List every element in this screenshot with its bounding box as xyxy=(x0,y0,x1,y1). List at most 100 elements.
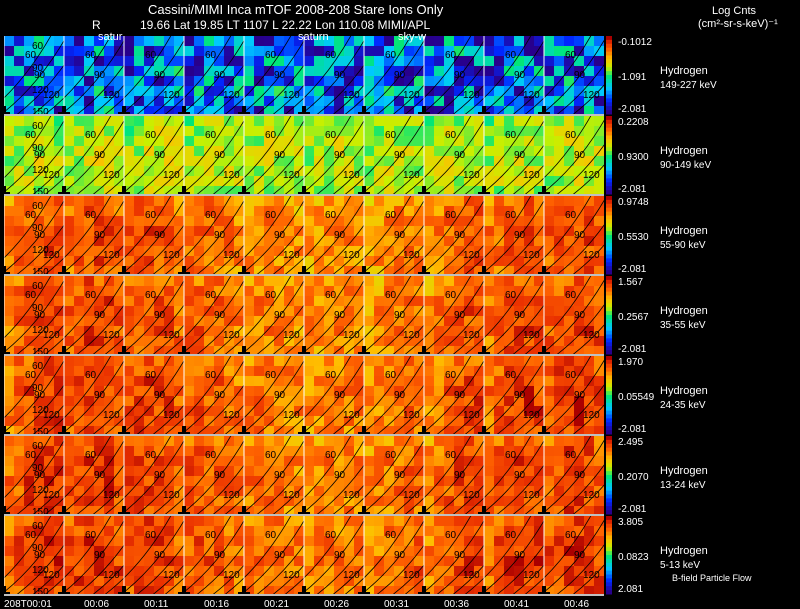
colorbar-4 xyxy=(606,356,612,435)
pitch-contour-label: 90 xyxy=(394,230,406,241)
cross-marker xyxy=(542,346,546,354)
pitch-contour-label: 90 xyxy=(394,310,406,321)
stare-panel-r4-c5: 60 90 120 xyxy=(284,356,400,434)
pitch-contour xyxy=(572,484,604,514)
species-label: Hydrogen xyxy=(660,305,708,317)
cross-marker xyxy=(482,106,486,114)
pitch-contour-label: 90 xyxy=(154,390,166,401)
pitch-contour-label: 60 xyxy=(85,210,97,221)
pitch-contour xyxy=(344,516,412,594)
colorbar-min: -2.081 xyxy=(618,104,647,115)
pitch-contour xyxy=(556,224,604,274)
pitch-contour xyxy=(480,116,548,194)
units-label: (cm²-sr-s-keV)⁻¹ xyxy=(698,18,778,30)
stare-panel-r3-c9: 60 90 120 xyxy=(524,276,604,354)
pitch-contour xyxy=(44,516,112,594)
pitch-contour-label: 90 xyxy=(454,310,466,321)
pitch-contour xyxy=(464,436,532,514)
pitch-contour-label: 120 xyxy=(43,570,60,581)
time-tick-label: 00:06 xyxy=(84,599,109,609)
stare-panel-r0-c9: 60 90 120 xyxy=(524,36,604,114)
pitch-contour xyxy=(524,36,592,114)
pitch-contour xyxy=(120,196,188,274)
pitch-contour xyxy=(300,36,368,114)
pitch-contour-label: 120 xyxy=(163,90,180,101)
cross-marker xyxy=(542,506,546,514)
colorbar-min: 2.081 xyxy=(618,584,643,595)
pitch-contour-label: 90 xyxy=(454,390,466,401)
pitch-contour-label: 90 xyxy=(94,70,106,81)
pitch-contour-label: 60 xyxy=(325,130,337,141)
stare-panel-r0-c3: 60 90 120 xyxy=(164,36,280,114)
pitch-contour-label: 120 xyxy=(463,570,480,581)
pitch-contour-label: 60 xyxy=(505,50,517,61)
colorbar-mid: 0.05549 xyxy=(618,392,655,403)
pitch-contour-label: 90 xyxy=(514,150,526,161)
pitch-contour xyxy=(164,116,232,194)
pitch-contour-label: 90 xyxy=(274,390,286,401)
pitch-contour xyxy=(524,356,592,434)
pitch-contour-label: 120 xyxy=(43,490,60,501)
pitch-contour-label: 90 xyxy=(154,70,166,81)
pitch-contour-label: 90 xyxy=(574,470,586,481)
stare-panel-r2-c6: 60 90 120 xyxy=(344,196,460,274)
pitch-contour-label: 60 xyxy=(325,530,337,541)
stare-panel-r5-c6: 60 90 120 xyxy=(344,436,460,514)
row-pitch-label: 120 xyxy=(32,565,49,576)
cross-marker xyxy=(4,512,10,514)
pitch-contour-label: 60 xyxy=(85,450,97,461)
cross-marker xyxy=(302,506,306,514)
pitch-contour-label: 90 xyxy=(514,550,526,561)
pitch-contour xyxy=(224,36,292,114)
pitch-contour-label: 120 xyxy=(583,250,600,261)
pitch-contour-label: 90 xyxy=(94,470,106,481)
pitch-contour-label: 60 xyxy=(25,370,37,381)
energy-label: 24-35 keV xyxy=(660,400,706,411)
energy-row-5: 60 90 120 60 90 120 60 90 120 60 90 120 60 90 120 60 90 1… xyxy=(4,436,604,514)
row-pitch-label: 120 xyxy=(32,245,49,256)
pitch-contour-label: 90 xyxy=(154,550,166,561)
pitch-contour xyxy=(344,116,412,194)
pitch-contour-label: 120 xyxy=(463,410,480,421)
cross-marker xyxy=(182,186,186,194)
pitch-contour-label: 90 xyxy=(274,470,286,481)
cross-marker xyxy=(542,106,546,114)
stare-panel-r5-c0: 60 90 120 xyxy=(4,436,100,514)
row-pitch-label: 60 xyxy=(32,41,44,52)
r-label: R xyxy=(92,18,101,32)
pitch-contour xyxy=(344,356,412,434)
pitch-contour-label: 60 xyxy=(25,290,37,301)
pitch-contour-label: 120 xyxy=(403,90,420,101)
pitch-contour-label: 60 xyxy=(85,530,97,541)
stare-panel-r5-c3: 60 90 120 xyxy=(164,436,280,514)
pitch-contour xyxy=(180,276,248,354)
pitch-contour-label: 120 xyxy=(463,330,480,341)
pitch-contour xyxy=(300,356,368,434)
pitch-contour xyxy=(404,516,472,594)
cross-marker xyxy=(62,346,66,354)
stare-panel-r5-c9: 60 90 120 xyxy=(524,436,604,514)
pitch-contour xyxy=(60,436,128,514)
cross-marker xyxy=(242,586,246,594)
colorbar-1 xyxy=(606,116,612,195)
pitch-contour-label: 120 xyxy=(103,410,120,421)
row-pitch-label: 90 xyxy=(32,463,44,474)
pitch-contour-label: 120 xyxy=(343,490,360,501)
time-tick-label: 00:31 xyxy=(384,599,409,609)
colorbar-mid: 0.2567 xyxy=(618,312,649,323)
pitch-contour xyxy=(44,436,112,514)
pitch-contour xyxy=(464,196,532,274)
pitch-contour-label: 120 xyxy=(583,90,600,101)
position-readout: 19.66 Lat 19.85 LT 1107 L 22.22 Lon 110.… xyxy=(140,18,431,32)
pitch-contour xyxy=(44,276,112,354)
pitch-contour xyxy=(572,404,604,434)
pitch-contour-label: 120 xyxy=(103,250,120,261)
pitch-contour xyxy=(420,356,488,434)
pitch-contour xyxy=(4,116,52,179)
pitch-contour xyxy=(300,116,368,194)
pitch-contour xyxy=(524,116,592,194)
cross-marker xyxy=(122,266,126,274)
pitch-contour-label: 90 xyxy=(94,150,106,161)
cross-marker xyxy=(4,432,10,434)
cross-marker xyxy=(4,352,10,354)
